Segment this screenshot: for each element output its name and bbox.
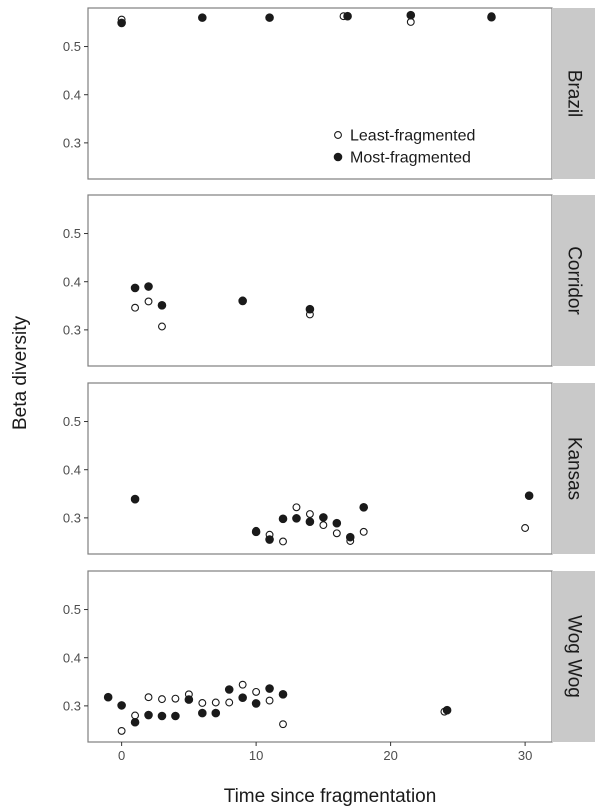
point-least-fragmented bbox=[319, 521, 328, 530]
legend-label-most-fragmented: Most-fragmented bbox=[350, 150, 471, 167]
point-most-fragmented bbox=[292, 514, 301, 523]
panel-frame-corridor bbox=[87, 194, 553, 367]
point-least-fragmented bbox=[131, 711, 140, 720]
point-most-fragmented bbox=[319, 513, 328, 522]
strip-corridor bbox=[552, 195, 595, 366]
legend-marker-most-fragmented bbox=[333, 152, 343, 162]
point-most-fragmented bbox=[130, 717, 140, 727]
y-tick-label: 0.5 bbox=[63, 414, 81, 429]
x-tick-label: 0 bbox=[118, 748, 125, 763]
strip-kansas bbox=[552, 383, 595, 554]
point-most-fragmented bbox=[278, 514, 288, 524]
strip-wog-wog bbox=[552, 571, 595, 742]
point-most-fragmented bbox=[157, 301, 167, 310]
point-most-fragmented bbox=[406, 10, 416, 20]
point-most-fragmented bbox=[157, 711, 167, 721]
y-tick-label: 0.5 bbox=[63, 602, 81, 617]
point-least-fragmented bbox=[171, 694, 180, 703]
legend-label-least-fragmented: Least-fragmented bbox=[350, 128, 475, 145]
point-most-fragmented bbox=[117, 18, 126, 28]
point-most-fragmented bbox=[198, 13, 207, 22]
point-most-fragmented bbox=[487, 12, 496, 22]
point-most-fragmented bbox=[305, 304, 315, 314]
point-least-fragmented bbox=[521, 524, 530, 532]
panel-frame-brazil bbox=[87, 7, 553, 180]
point-most-fragmented bbox=[251, 527, 261, 537]
point-least-fragmented bbox=[211, 698, 220, 707]
point-most-fragmented bbox=[305, 517, 315, 527]
y-tick-label: 0.4 bbox=[63, 87, 81, 102]
point-least-fragmented bbox=[117, 726, 126, 735]
point-most-fragmented bbox=[332, 518, 342, 528]
y-tick-label: 0.3 bbox=[63, 135, 81, 150]
point-most-fragmented bbox=[265, 535, 274, 544]
panel-frame-kansas bbox=[87, 382, 553, 555]
y-tick-label: 0.5 bbox=[63, 226, 81, 241]
point-least-fragmented bbox=[359, 527, 368, 536]
point-most-fragmented bbox=[224, 685, 234, 694]
point-most-fragmented bbox=[144, 710, 153, 720]
point-least-fragmented bbox=[292, 503, 301, 512]
point-most-fragmented bbox=[265, 684, 274, 693]
y-tick-label: 0.3 bbox=[63, 698, 81, 713]
point-most-fragmented bbox=[238, 296, 247, 306]
point-least-fragmented bbox=[279, 720, 287, 729]
panel-frame-wog-wog bbox=[87, 570, 553, 743]
strip-label-brazil: Brazil bbox=[563, 70, 584, 118]
point-most-fragmented bbox=[171, 711, 180, 721]
point-most-fragmented bbox=[343, 11, 352, 21]
point-most-fragmented bbox=[238, 693, 247, 702]
point-most-fragmented bbox=[103, 692, 113, 702]
point-most-fragmented bbox=[442, 705, 452, 715]
y-tick-label: 0.3 bbox=[63, 322, 81, 337]
point-most-fragmented bbox=[198, 708, 207, 718]
point-most-fragmented bbox=[265, 13, 274, 22]
y-tick-label: 0.4 bbox=[63, 274, 81, 289]
point-least-fragmented bbox=[332, 529, 341, 538]
y-tick-label: 0.4 bbox=[63, 650, 81, 665]
point-least-fragmented bbox=[252, 687, 261, 696]
x-axis-title: Time since fragmentation bbox=[224, 786, 437, 807]
point-most-fragmented bbox=[359, 502, 369, 512]
point-least-fragmented bbox=[238, 680, 247, 689]
y-axis-title: Beta diversity bbox=[10, 315, 31, 430]
point-most-fragmented bbox=[211, 708, 221, 718]
point-least-fragmented bbox=[225, 698, 234, 707]
point-least-fragmented bbox=[265, 696, 274, 705]
y-tick-label: 0.3 bbox=[63, 510, 81, 525]
point-least-fragmented bbox=[158, 322, 166, 331]
point-most-fragmented bbox=[144, 282, 153, 291]
y-tick-label: 0.4 bbox=[63, 462, 81, 477]
point-least-fragmented bbox=[406, 18, 415, 26]
point-most-fragmented bbox=[251, 699, 261, 708]
point-most-fragmented bbox=[184, 695, 194, 704]
x-tick-label: 20 bbox=[383, 748, 397, 763]
point-least-fragmented bbox=[131, 303, 140, 312]
point-most-fragmented bbox=[345, 532, 355, 542]
point-least-fragmented bbox=[144, 297, 153, 306]
legend-marker-least-fragmented bbox=[334, 131, 342, 139]
point-most-fragmented bbox=[130, 494, 140, 504]
point-least-fragmented bbox=[158, 695, 166, 704]
point-most-fragmented bbox=[117, 701, 126, 710]
point-most-fragmented bbox=[524, 491, 534, 501]
strip-label-wog-wog: Wog Wog bbox=[563, 615, 584, 698]
point-least-fragmented bbox=[144, 693, 153, 702]
y-tick-label: 0.5 bbox=[63, 39, 81, 54]
point-least-fragmented bbox=[279, 537, 287, 546]
point-most-fragmented bbox=[130, 283, 140, 293]
x-tick-label: 10 bbox=[249, 748, 263, 763]
strip-label-corridor: Corridor bbox=[563, 246, 584, 315]
strip-label-kansas: Kansas bbox=[563, 437, 584, 500]
point-least-fragmented bbox=[305, 510, 314, 518]
point-most-fragmented bbox=[278, 690, 288, 699]
x-tick-label: 30 bbox=[518, 748, 532, 763]
strip-brazil bbox=[552, 8, 595, 179]
point-least-fragmented bbox=[198, 699, 207, 707]
